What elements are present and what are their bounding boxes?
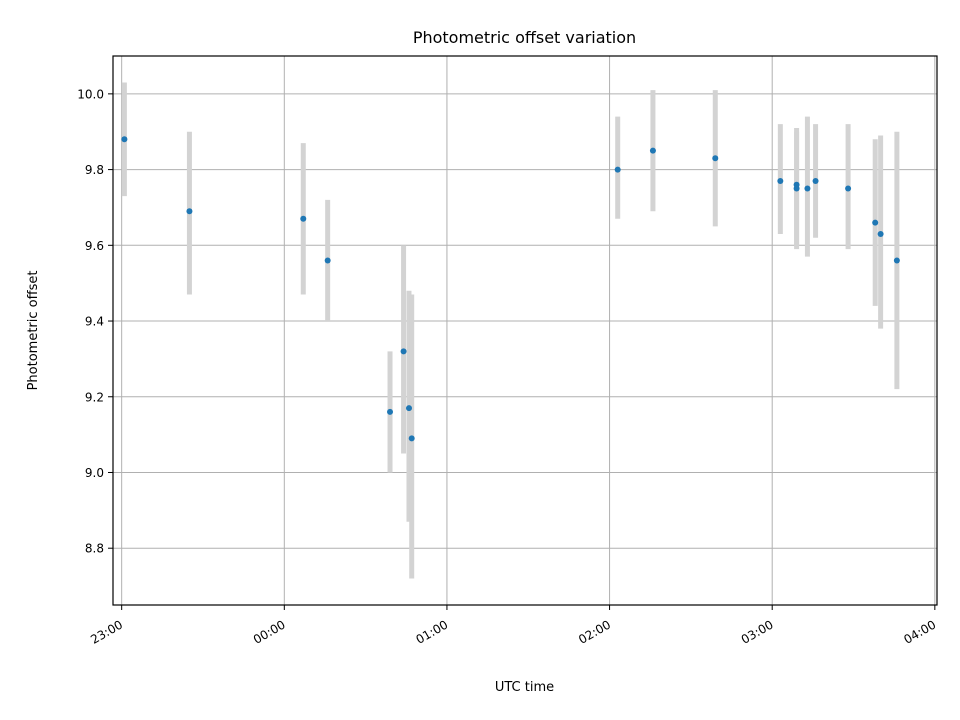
- data-point: [186, 208, 193, 215]
- data-point: [300, 215, 307, 222]
- data-point: [408, 435, 415, 442]
- data-points: [121, 136, 900, 442]
- x-axis-label: UTC time: [495, 680, 554, 695]
- data-point: [400, 348, 407, 355]
- data-point: [872, 219, 879, 226]
- data-point: [893, 257, 900, 264]
- data-point: [121, 136, 128, 143]
- y-tick-label: 8.8: [85, 542, 104, 556]
- data-point: [812, 177, 819, 184]
- data-point: [324, 257, 331, 264]
- y-tick-label: 9.0: [85, 466, 104, 480]
- data-point: [777, 177, 784, 184]
- data-point: [804, 185, 811, 192]
- grid: [113, 56, 937, 605]
- y-tick-label: 9.4: [85, 315, 104, 329]
- data-point: [405, 405, 412, 412]
- y-tick-label: 9.2: [85, 390, 104, 404]
- data-point: [845, 185, 852, 192]
- y-ticks: 8.8 9.0 9.2 9.4 9.6 9.8 10.0: [77, 87, 113, 556]
- plot-frame: [112, 55, 938, 606]
- y-tick-label: 9.6: [85, 239, 104, 253]
- data-point: [712, 155, 719, 162]
- y-tick-label: 9.8: [85, 163, 104, 177]
- data-point: [793, 185, 800, 192]
- data-point: [649, 147, 656, 154]
- chart-title: Photometric offset variation: [413, 28, 636, 47]
- data-point: [614, 166, 621, 173]
- y-tick-label: 10.0: [77, 87, 104, 101]
- data-point: [877, 230, 884, 237]
- y-axis-label: Photometric offset: [26, 271, 41, 391]
- data-point: [387, 408, 394, 415]
